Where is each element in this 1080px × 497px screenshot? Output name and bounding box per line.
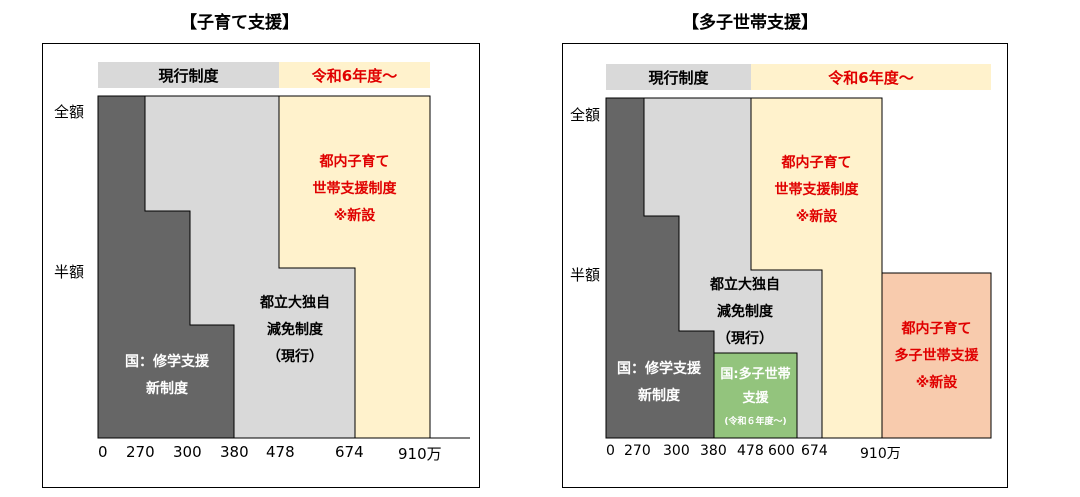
left-header-new: 令和6年度～ bbox=[279, 62, 430, 88]
left-y-half: 半額 bbox=[54, 263, 85, 281]
left-tokyo-label-2: 世帯支援制度 bbox=[312, 181, 397, 197]
right-multi-tokyo-label-3: ※新設 bbox=[915, 375, 958, 391]
right-national-label-2: 新制度 bbox=[638, 388, 680, 404]
left-national-label-1: 国：修学支援 bbox=[125, 354, 209, 370]
right-multi-national-label-1: 国:多子世帯 bbox=[720, 367, 791, 382]
right-multi-national-block bbox=[713, 352, 798, 439]
right-multi-national-label-3: (令和６年度～) bbox=[724, 417, 787, 427]
left-national-label-2: 新制度 bbox=[146, 381, 188, 397]
right-multi-national-label-2: 支援 bbox=[742, 391, 769, 406]
right-multi-tokyo-block bbox=[881, 272, 992, 439]
right-multi-tokyo-label-1: 都内子育て bbox=[901, 321, 972, 337]
left-x-label-910: 910万 bbox=[398, 445, 442, 463]
left-x-label-270: 270 bbox=[126, 443, 155, 461]
left-tmu-label-3: （現行） bbox=[267, 349, 323, 365]
right-tokyo-label-1: 都内子育て bbox=[781, 155, 852, 171]
right-x-label-478: 478 bbox=[737, 443, 764, 459]
right-x-label-270: 270 bbox=[624, 443, 651, 459]
left-tokyo-label-1: 都内子育て bbox=[319, 154, 390, 170]
left-x-label-478: 478 bbox=[266, 443, 295, 461]
right-x-label-300: 300 bbox=[663, 443, 690, 459]
right-x-label-910: 910万 bbox=[860, 446, 901, 462]
left-x-label-380: 380 bbox=[220, 443, 249, 461]
right-header-new: 令和6年度～ bbox=[751, 64, 991, 90]
left-tmu-label-2: 減免制度 bbox=[267, 322, 323, 338]
right-tokyo-label-3: ※新設 bbox=[795, 209, 838, 225]
left-x-label-0: 0 bbox=[98, 443, 108, 461]
left-header-current: 現行制度 bbox=[98, 62, 279, 88]
right-tmu-label-3: （現行） bbox=[717, 331, 773, 347]
right-multi-tokyo-label-2: 多子世帯支援 bbox=[894, 348, 979, 364]
right-x-label-380: 380 bbox=[700, 443, 727, 459]
right-x-label-674: 674 bbox=[801, 443, 828, 459]
right-tmu-label-2: 減免制度 bbox=[717, 304, 773, 320]
right-header-current: 現行制度 bbox=[606, 64, 751, 90]
left-x-label-300: 300 bbox=[173, 443, 202, 461]
right-y-half: 半額 bbox=[570, 266, 601, 284]
right-title: 【多子世帯支援】 bbox=[682, 13, 818, 33]
left-tmu-label-1: 都立大独自 bbox=[260, 295, 330, 311]
left-title: 【子育て支援】 bbox=[180, 13, 299, 33]
right-y-full: 全額 bbox=[570, 106, 601, 124]
right-tmu-label-1: 都立大独自 bbox=[710, 277, 780, 293]
right-tokyo-label-2: 世帯支援制度 bbox=[774, 182, 859, 198]
left-x-label-674: 674 bbox=[335, 443, 364, 461]
right-national-label-1: 国：修学支援 bbox=[617, 361, 701, 377]
right-x-label-600: 600 bbox=[768, 443, 795, 459]
left-tokyo-label-3: ※新設 bbox=[333, 208, 376, 224]
right-x-label-0: 0 bbox=[606, 443, 615, 459]
left-y-full: 全額 bbox=[54, 103, 85, 121]
